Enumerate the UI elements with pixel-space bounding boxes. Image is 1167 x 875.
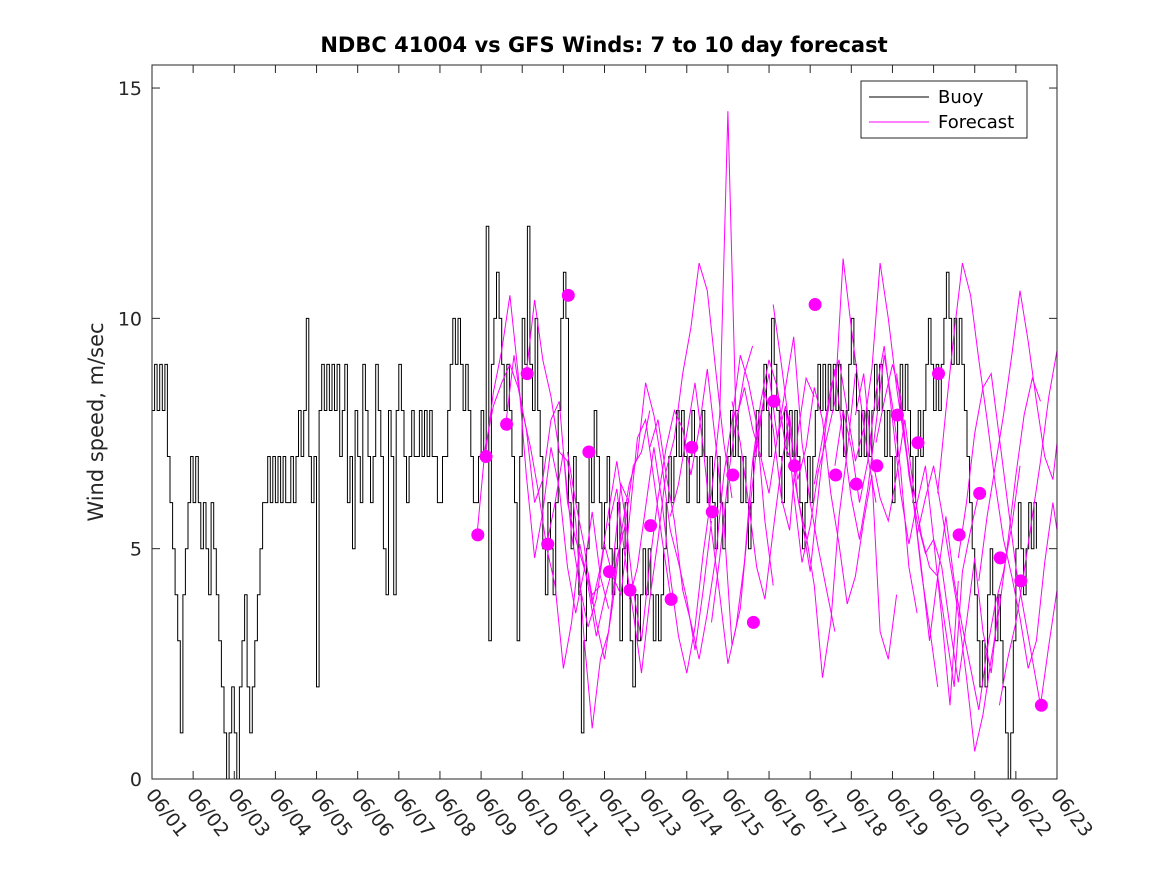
forecast-line [484,295,610,614]
chart-title: NDBC 41004 vs GFS Winds: 7 to 10 day for… [320,33,887,57]
y-tick-label: 0 [130,769,142,791]
forecast-marker [500,417,514,431]
forecast-line [546,417,671,628]
forecast-marker [829,468,843,482]
forecast-line [998,350,1058,706]
y-axis-label: Wind speed, m/sec [84,322,108,521]
forecast-line [505,355,630,669]
forecast-marker [726,468,740,482]
forecast-marker [870,459,884,473]
x-tick-label: 06/08 [429,785,480,842]
x-tick-label: 06/09 [470,785,521,842]
x-tick-label: 06/18 [840,785,891,842]
forecast-line [649,355,774,660]
forecast-line [937,262,1058,669]
buoy-line [152,225,1037,780]
forecast-marker [541,537,555,551]
forecast-marker [993,551,1007,565]
x-tick-label: 06/15 [717,785,768,842]
forecast-marker [849,477,863,491]
forecast-line [772,304,898,660]
legend-buoy-label: Buoy [938,87,984,108]
x-tick-label: 06/16 [758,785,809,842]
forecast-line [793,355,918,614]
legend-box [860,80,1028,139]
legend-forecast-label: Forecast [938,112,1014,133]
x-tick-label: 06/06 [347,785,398,842]
forecast-marker [644,519,658,533]
forecast-marker [479,450,493,464]
forecast-marker [1014,574,1028,588]
x-tick-label: 06/02 [182,785,233,842]
forecast-line [690,368,815,646]
forecast-marker [685,440,699,454]
forecast-marker [746,615,760,629]
forecast-marker [808,298,822,312]
forecast-marker [911,436,925,450]
forecast-marker [788,459,802,473]
forecast-marker [664,592,678,606]
legend: Buoy Forecast [860,80,1028,139]
x-tick-label: 06/07 [388,785,439,842]
y-tick-label: 5 [130,539,142,561]
forecast-marker [705,505,719,519]
forecast-line [978,290,1058,581]
x-tick-label: 06/01 [141,785,192,842]
forecast-marker [767,394,781,408]
forecast-marker [602,565,616,579]
forecast-line [711,336,836,632]
forecast-series [476,111,1058,752]
x-tick-label: 06/12 [594,785,645,842]
x-tick-label: 06/14 [676,785,727,842]
forecast-marker [561,288,575,302]
forecast-line [628,111,754,674]
x-tick-label: 06/23 [1046,785,1097,842]
forecast-marker [973,486,987,500]
x-tick-label: 06/17 [799,785,850,842]
y-tick-label: 15 [118,78,142,100]
forecast-markers [471,288,1048,712]
x-tick-label: 06/10 [511,785,562,842]
forecast-marker [471,528,485,542]
forecast-marker [520,367,534,381]
y-ticks: 0 5 10 15 [118,78,1057,791]
y-tick-label: 10 [118,308,142,330]
x-tick-label: 06/11 [552,785,603,842]
forecast-marker [932,367,946,381]
x-tick-label: 06/20 [923,785,974,842]
plot-area [152,65,1057,779]
x-tick-label: 06/19 [882,785,933,842]
x-tick-label: 06/05 [306,785,357,842]
forecast-marker [623,583,637,597]
x-tick-label: 06/22 [1005,785,1056,842]
plot-background [152,65,1057,779]
buoy-series [152,225,1037,780]
forecast-marker [582,445,596,459]
x-tick-label: 06/13 [635,785,686,842]
x-tick-label: 06/21 [964,785,1015,842]
x-tick-label: 06/04 [264,785,315,842]
forecast-line [875,364,1000,683]
forecast-marker [890,408,904,422]
forecast-marker [1034,698,1048,712]
forecast-marker [952,528,966,542]
forecast-line [854,373,980,687]
x-tick-label: 06/03 [223,785,274,842]
forecast-line [525,299,651,729]
